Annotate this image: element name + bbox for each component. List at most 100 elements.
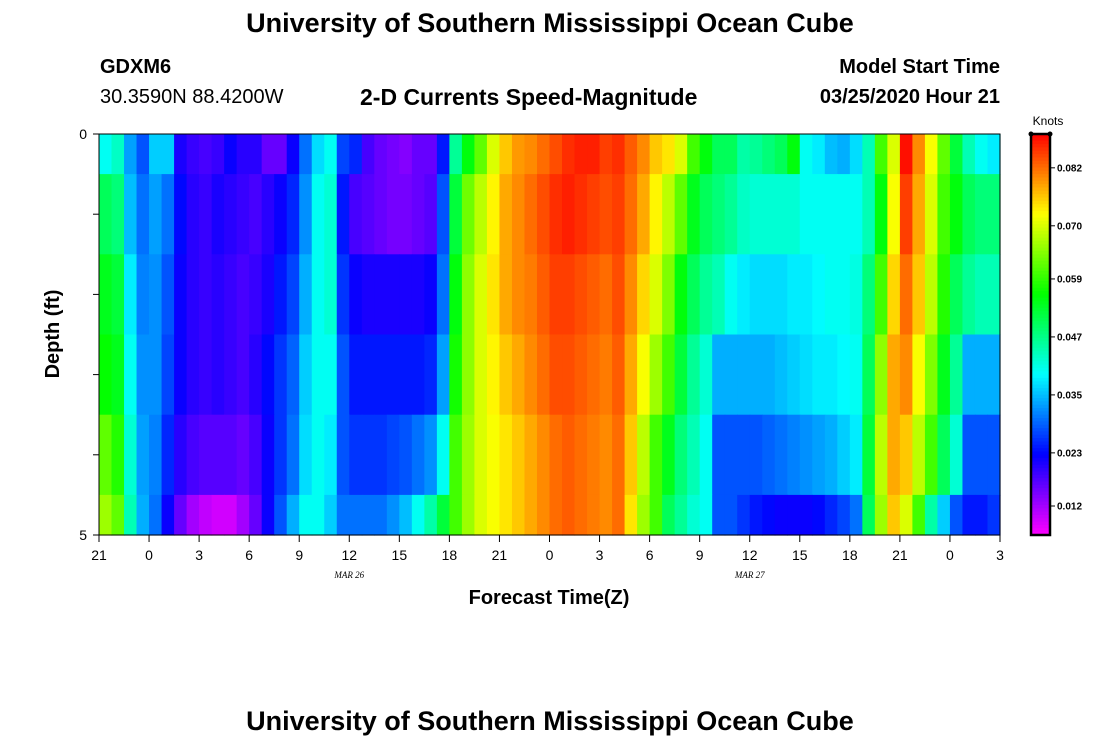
heatmap-cell — [887, 494, 901, 536]
heatmap-cell — [862, 494, 876, 536]
colorbar-swatch — [1031, 501, 1050, 506]
heatmap-cell — [286, 334, 300, 416]
colorbar-swatch — [1031, 424, 1050, 429]
heatmap-cell — [261, 254, 275, 336]
heatmap-cell — [299, 174, 313, 255]
colorbar-swatch — [1031, 387, 1050, 392]
colorbar-swatch — [1031, 394, 1050, 399]
colorbar-swatch — [1031, 264, 1050, 269]
heatmap-cell — [887, 414, 901, 496]
heatmap-cell — [549, 134, 563, 175]
heatmap-cell — [749, 334, 763, 416]
heatmap-cell — [749, 134, 763, 175]
heatmap-cell — [699, 134, 713, 175]
heatmap-cell — [124, 334, 138, 416]
colorbar-swatch — [1031, 307, 1050, 312]
colorbar-swatch — [1031, 317, 1050, 322]
colorbar-swatch — [1031, 461, 1050, 466]
heatmap-cell — [674, 254, 688, 336]
heatmap-cell — [411, 134, 425, 175]
colorbar-swatch — [1031, 414, 1050, 419]
y-tick-label: 5 — [79, 527, 87, 543]
heatmap-cell — [987, 494, 1001, 536]
heatmap-cell — [161, 254, 175, 336]
colorbar-swatch — [1031, 374, 1050, 379]
heatmap-cell — [562, 494, 576, 536]
heatmap-cell — [299, 414, 313, 496]
heatmap-cell — [424, 134, 438, 175]
colorbar-swatch — [1031, 367, 1050, 372]
heatmap-cell — [937, 494, 951, 536]
heatmap-cell — [587, 334, 601, 416]
colorbar-swatch — [1031, 411, 1050, 416]
colorbar-swatch — [1031, 451, 1050, 456]
colorbar-swatch — [1031, 147, 1050, 152]
heatmap-cell — [424, 254, 438, 336]
heatmap-cell — [787, 254, 801, 336]
heatmap-cell — [687, 134, 701, 175]
heatmap-cell — [712, 134, 726, 175]
heatmap-cell — [474, 174, 488, 255]
x-tick-label: 21 — [892, 547, 908, 563]
heatmap-cell — [499, 254, 513, 336]
heatmap-cell — [974, 414, 989, 496]
heatmap-cell — [874, 254, 888, 336]
heatmap-cell — [649, 494, 663, 536]
heatmap-cell — [286, 414, 300, 496]
heatmap-cell — [762, 254, 776, 336]
colorbar-swatch — [1031, 150, 1050, 155]
heatmap-cell — [311, 334, 325, 416]
heatmap-cell — [149, 174, 163, 255]
heatmap-cell — [549, 254, 563, 336]
heatmap-cell — [186, 134, 200, 175]
heatmap-cell — [486, 494, 501, 536]
heatmap-cell — [286, 174, 300, 255]
colorbar-tick-label: 0.035 — [1057, 390, 1082, 401]
heatmap-cell — [311, 414, 325, 496]
heatmap-cell — [486, 134, 501, 175]
heatmap-cell — [186, 414, 200, 496]
heatmap-cell — [837, 414, 851, 496]
footer-title: University of Southern Mississippi Ocean… — [246, 706, 854, 736]
heatmap-cell — [436, 334, 450, 416]
heatmap-cell — [349, 254, 363, 336]
heatmap-cell — [762, 134, 776, 175]
heatmap-cell — [349, 134, 363, 175]
heatmap-cell — [349, 414, 363, 496]
colorbar-swatch — [1031, 204, 1050, 209]
heatmap-cell — [862, 254, 876, 336]
heatmap-cell — [612, 414, 626, 496]
heatmap-cell — [599, 134, 613, 175]
heatmap-cell — [299, 334, 313, 416]
heatmap-cell — [899, 414, 913, 496]
heatmap-cell — [111, 174, 125, 255]
heatmap-cell — [136, 334, 150, 416]
colorbar-swatch — [1031, 511, 1050, 516]
heatmap-cell — [474, 254, 488, 336]
heatmap-cell — [799, 494, 813, 536]
heatmap-cell — [562, 414, 576, 496]
heatmap-cell — [386, 134, 400, 175]
heatmap-cell — [724, 134, 738, 175]
colorbar-swatch — [1031, 327, 1050, 332]
heatmap-cell — [324, 414, 338, 496]
colorbar-swatch — [1031, 160, 1050, 165]
heatmap-cell — [937, 134, 951, 175]
heatmap-cell — [949, 334, 964, 416]
heatmap-cell — [562, 334, 576, 416]
heatmap-cell — [111, 254, 125, 336]
heatmap-cell — [924, 254, 939, 336]
heatmap-cell — [887, 134, 901, 175]
colorbar-swatch — [1031, 334, 1050, 339]
heatmap-cell — [724, 174, 738, 255]
heatmap-cell — [712, 494, 726, 536]
heatmap-cell — [249, 254, 263, 336]
heatmap-cell — [849, 414, 863, 496]
heatmap-cell — [624, 414, 638, 496]
colorbar-swatch — [1031, 244, 1050, 249]
colorbar-swatch — [1031, 187, 1050, 192]
colorbar-swatch — [1031, 287, 1050, 292]
heatmap-cell — [749, 414, 763, 496]
heatmap-cell — [787, 134, 801, 175]
heatmap-cell — [874, 174, 888, 255]
